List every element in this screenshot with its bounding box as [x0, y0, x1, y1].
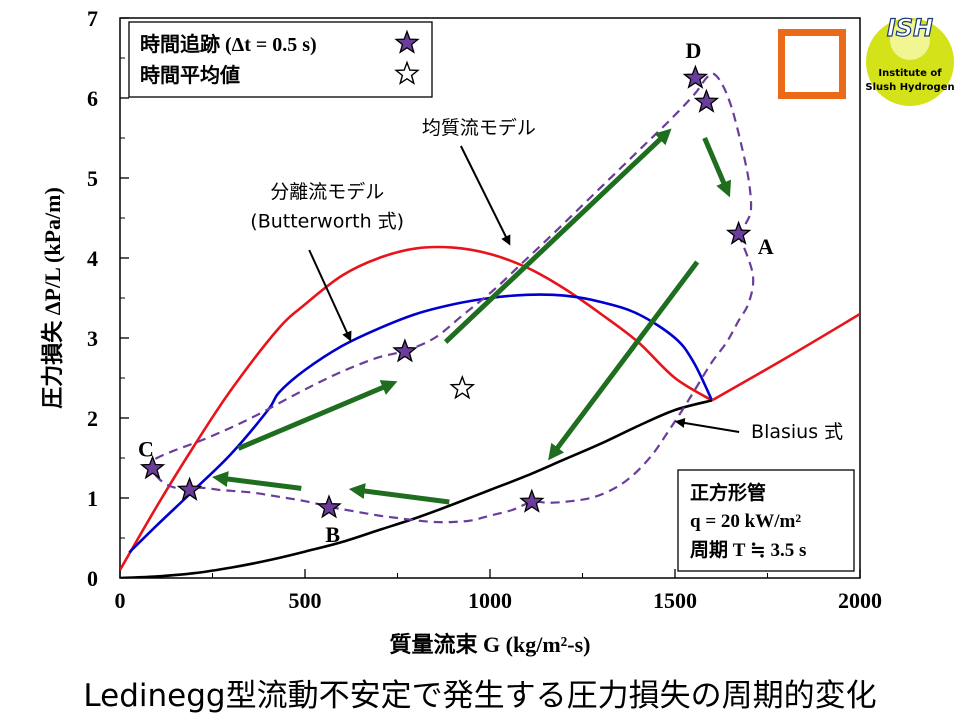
legend-filled-star: [394, 29, 420, 54]
point-label-c: C: [138, 436, 154, 461]
annotation-2: (Butterworth 式): [250, 211, 404, 233]
y-tick-label: 4: [87, 246, 98, 271]
arrow-layer: [211, 128, 732, 505]
series-line-0: [120, 245, 713, 571]
x-tick-label: 500: [289, 588, 322, 613]
condition-period: 周期 T ≒ 3.5 s: [690, 539, 806, 561]
legend-markers: [394, 29, 420, 85]
condition-tube: 正方形管: [690, 481, 766, 504]
legend-open-star: [394, 60, 420, 85]
y-tick-label: 0: [87, 566, 98, 591]
legend-label-time-average: 時間平均値: [140, 63, 240, 87]
slide-caption: Ledinegg型流動不安定で発生する圧力損失の周期的変化: [83, 678, 877, 714]
time-point-star: [519, 488, 545, 513]
ish-logo-line1: Institute of: [878, 68, 942, 79]
conditions-box: 正方形管 q = 20 kW/m² 周期 T ≒ 3.5 s: [677, 469, 855, 572]
x-tick-label: 1500: [653, 588, 697, 613]
point-label-a: A: [758, 234, 774, 259]
ish-logo-line2: Slush Hydrogen: [865, 82, 954, 93]
y-tick-label: 3: [87, 326, 98, 351]
y-tick-label: 1: [87, 486, 98, 511]
annotation-3: Blasius 式: [751, 421, 843, 443]
time-point-star: [725, 220, 752, 245]
trajectory-layer: [148, 72, 755, 524]
chart: 0 500 1000 1500 2000 0 1 2 3 4 5 6 7 D A B C 均質流モデル分離流モデ…: [40, 6, 955, 657]
annotation-arrow-1: [308, 249, 352, 342]
annotation-arrow-0: [460, 145, 511, 246]
direction-arrow: [548, 260, 700, 461]
series-line-1: [128, 293, 714, 554]
square-logo: [778, 29, 846, 99]
time-average-star: [449, 374, 476, 400]
time-point-star: [682, 64, 709, 89]
point-label-d: D: [686, 38, 702, 63]
direction-arrow: [348, 483, 450, 505]
annotation-arrow-3: [674, 418, 740, 433]
annotation-0: 均質流モデル: [422, 117, 536, 139]
ish-logo: ISH Institute of Slush Hydrogen: [865, 13, 955, 106]
series-layer: [120, 245, 860, 578]
direction-arrow: [211, 471, 302, 491]
y-axis-label: 圧力損失 ΔP/L (kPa/m): [40, 187, 65, 409]
y-tick-label: 6: [87, 86, 98, 111]
condition-heat-flux: q = 20 kW/m²: [690, 511, 801, 532]
ish-logo-main: ISH: [887, 14, 933, 42]
x-axis-label: 質量流束 G (kg/m²-s): [390, 632, 591, 657]
series-line-3: [711, 312, 860, 402]
x-tick-label: 0: [115, 588, 126, 613]
time-point-star: [316, 494, 342, 519]
direction-arrow: [443, 128, 672, 344]
direction-arrow: [702, 137, 732, 198]
time-point-star: [176, 476, 203, 501]
x-tick-label: 2000: [838, 588, 882, 613]
point-label-b: B: [325, 522, 340, 547]
time-point-star: [392, 338, 418, 363]
trajectory-loop: [148, 72, 755, 524]
y-tick-label: 5: [87, 166, 98, 191]
time-point-star: [139, 455, 166, 480]
star-layer: [139, 64, 752, 519]
direction-arrow: [237, 380, 398, 451]
legend: 時間追跡 (Δt = 0.5 s) 時間平均値: [128, 21, 433, 98]
y-tick-label: 7: [87, 6, 98, 31]
y-tick-label: 2: [87, 406, 98, 431]
time-point-star: [693, 88, 720, 113]
x-tick-label: 1000: [468, 588, 512, 613]
series-line-2: [120, 399, 713, 578]
legend-label-time-trace: 時間追跡 (Δt = 0.5 s): [140, 32, 317, 56]
annotation-1: 分離流モデル: [270, 181, 384, 203]
